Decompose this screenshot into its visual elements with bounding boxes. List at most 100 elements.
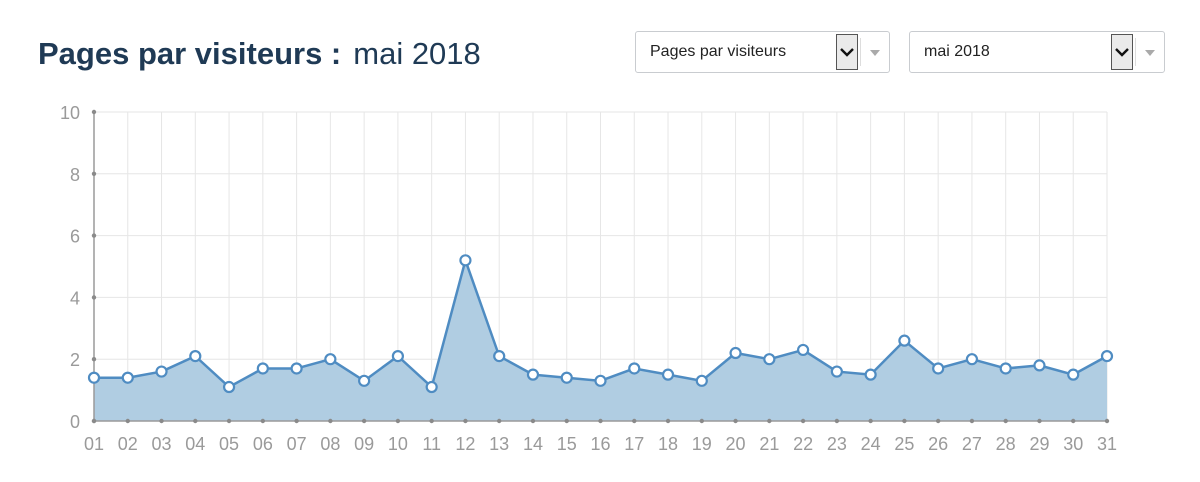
x-tick-dot [1104, 418, 1110, 424]
x-tick-dot [834, 418, 840, 424]
chart-title: Pages par visiteurs : mai 2018 [38, 36, 481, 72]
data-point [256, 362, 269, 375]
x-tick-label: 24 [861, 434, 881, 454]
x-tick-label: 19 [692, 434, 712, 454]
chevron-down-icon[interactable] [1111, 34, 1133, 70]
data-point [729, 346, 742, 360]
x-tick-dot [902, 418, 907, 424]
data-point [324, 353, 337, 366]
data-point [661, 368, 675, 381]
x-tick-dot [969, 418, 975, 424]
x-tick-label: 20 [726, 434, 746, 454]
y-tick-label: 10 [60, 103, 80, 123]
x-tick-dot [260, 418, 266, 424]
x-tick-label: 13 [489, 434, 509, 454]
x-tick-label: 30 [1063, 434, 1083, 454]
x-tick-dot [935, 418, 941, 424]
x-tick-label: 14 [523, 434, 543, 454]
x-tick-dot [1071, 418, 1076, 424]
x-tick-label: 31 [1097, 434, 1117, 454]
x-tick-dot [91, 418, 97, 424]
x-tick-dot [699, 418, 704, 424]
x-tick-dot [564, 418, 569, 424]
y-tick-label: 0 [70, 412, 80, 432]
y-tick-dot [91, 295, 97, 300]
data-point [121, 371, 134, 384]
y-tick-label: 6 [70, 227, 80, 247]
data-point [87, 371, 101, 384]
data-point [628, 362, 641, 375]
x-tick-label: 26 [928, 434, 948, 454]
x-tick-label: 11 [422, 434, 441, 454]
data-point [695, 374, 708, 387]
x-tick-dot [665, 418, 671, 424]
x-tick-dot [395, 418, 401, 424]
x-tick-dot [294, 418, 299, 424]
data-point [155, 365, 168, 378]
data-point [459, 254, 472, 267]
data-point [1100, 350, 1114, 363]
month-select[interactable]: mai 2018 [909, 31, 1165, 73]
x-tick-dot [226, 418, 232, 424]
x-tick-label: 17 [624, 434, 644, 454]
x-tick-label: 10 [388, 434, 408, 454]
x-tick-dot [125, 418, 130, 424]
data-point [932, 362, 945, 375]
x-tick-dot [463, 418, 468, 424]
x-tick-dot [159, 418, 164, 424]
x-tick-dot [193, 418, 198, 424]
select-divider [1135, 38, 1136, 66]
x-tick-label: 07 [287, 434, 307, 454]
data-point [898, 334, 911, 347]
x-tick-dot [328, 418, 333, 424]
y-tick-dot [91, 233, 97, 238]
x-tick-label: 04 [185, 434, 205, 454]
y-tick-dot [91, 357, 97, 362]
x-tick-dot [1003, 418, 1008, 424]
x-tick-label: 08 [320, 434, 340, 454]
x-tick-dot [429, 418, 434, 424]
data-point [864, 368, 877, 381]
x-tick-label: 15 [557, 434, 577, 454]
data-point [560, 371, 573, 384]
x-tick-label: 06 [253, 434, 273, 454]
y-tick-label: 4 [70, 288, 80, 308]
y-axis-ticks: 0 2 4 6 8 10 [60, 103, 97, 432]
metric-select[interactable]: Pages par visiteurs [635, 31, 890, 73]
x-tick-dot [598, 418, 603, 424]
data-point [526, 368, 540, 381]
x-tick-label: 25 [894, 434, 914, 454]
data-points [87, 254, 1114, 394]
x-tick-label: 18 [658, 434, 678, 454]
y-tick-label: 8 [70, 165, 80, 185]
x-tick-label: 29 [1029, 434, 1049, 454]
data-point [594, 374, 607, 387]
x-tick-label: 23 [827, 434, 847, 454]
data-point [493, 350, 506, 363]
data-point [763, 353, 776, 366]
data-point [1033, 359, 1046, 372]
x-tick-label: 21 [759, 434, 779, 454]
chart-title-main: Pages par visiteurs : [38, 36, 342, 71]
x-tick-label: 02 [118, 434, 138, 454]
x-tick-label: 27 [962, 434, 982, 454]
caret-down-icon [870, 50, 880, 56]
month-select-value: mai 2018 [924, 43, 990, 60]
x-tick-label: 22 [793, 434, 813, 454]
data-point [425, 380, 438, 394]
x-tick-dot [800, 418, 806, 424]
x-tick-dot [361, 418, 367, 424]
data-point [999, 362, 1012, 375]
chart-title-period: mai 2018 [353, 36, 481, 71]
series-area [94, 260, 1107, 421]
data-point [796, 343, 810, 357]
chevron-down-icon[interactable] [836, 34, 858, 70]
y-tick-label: 2 [70, 350, 80, 370]
data-point [830, 365, 843, 378]
data-point [222, 380, 236, 394]
x-tick-dot [632, 418, 637, 424]
x-axis-ticks: 01 02 03 04 05 06 07 08 09 10 11 12 13 14 15 16 17 18 19 20… [84, 418, 1117, 454]
x-tick-dot [733, 418, 738, 424]
x-tick-label: 03 [152, 434, 172, 454]
